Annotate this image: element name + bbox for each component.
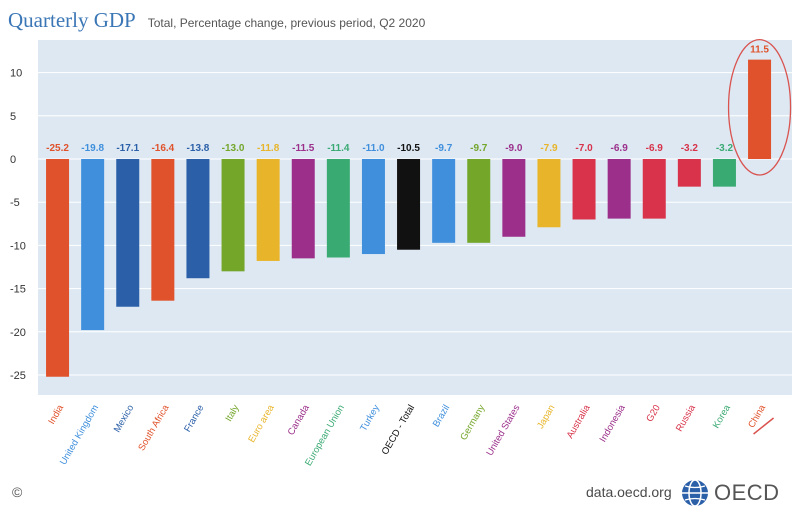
bar[interactable] bbox=[467, 159, 491, 243]
category-label: Turkey bbox=[358, 403, 382, 434]
bar[interactable] bbox=[748, 59, 772, 159]
category-label: United States bbox=[484, 403, 522, 458]
category-label: Korea bbox=[711, 402, 734, 430]
bar-value-label: -9.7 bbox=[435, 143, 453, 154]
bar[interactable] bbox=[151, 159, 175, 301]
bar[interactable] bbox=[502, 159, 526, 237]
bar-value-label: -13.0 bbox=[222, 143, 245, 154]
y-tick-label: -15 bbox=[10, 284, 26, 296]
category-label: India bbox=[46, 402, 66, 426]
y-tick-label: 10 bbox=[10, 68, 22, 80]
category-label: Mexico bbox=[112, 403, 137, 435]
bar-value-label: -19.8 bbox=[81, 143, 104, 154]
bar[interactable] bbox=[256, 159, 280, 261]
bar-value-label: -10.5 bbox=[397, 143, 420, 154]
copyright-symbol: © bbox=[12, 484, 23, 500]
bar-value-label: -11.8 bbox=[257, 143, 280, 154]
category-label: Russia bbox=[674, 402, 698, 433]
bar-value-label: -25.2 bbox=[46, 143, 69, 154]
category-label: G20 bbox=[644, 403, 663, 424]
bar[interactable] bbox=[537, 159, 561, 228]
y-tick-label: -25 bbox=[10, 370, 26, 382]
category-label: Germany bbox=[458, 403, 487, 443]
bar[interactable] bbox=[607, 159, 631, 219]
bar-value-label: -13.8 bbox=[187, 143, 210, 154]
bar[interactable] bbox=[397, 159, 421, 250]
bar[interactable] bbox=[572, 159, 596, 220]
bar[interactable] bbox=[291, 159, 315, 259]
bar-value-label: -11.4 bbox=[327, 143, 350, 154]
bar-value-label: -3.2 bbox=[681, 143, 699, 154]
y-tick-label: 5 bbox=[10, 111, 16, 123]
category-label: United Kingdom bbox=[58, 403, 101, 467]
chart-subtitle: Total, Percentage change, previous perio… bbox=[147, 16, 426, 30]
bar[interactable] bbox=[677, 159, 701, 187]
y-tick-label: 0 bbox=[10, 154, 16, 166]
bar-value-label: -6.9 bbox=[646, 143, 664, 154]
category-label: OECD - Total bbox=[380, 403, 417, 457]
category-label: Indonesia bbox=[598, 402, 628, 444]
bar[interactable] bbox=[46, 159, 70, 377]
bar[interactable] bbox=[116, 159, 140, 307]
chart-title: Quarterly GDP bbox=[8, 8, 136, 32]
category-label: China bbox=[746, 402, 768, 430]
bar[interactable] bbox=[186, 159, 210, 279]
bar-value-label: -3.2 bbox=[716, 143, 734, 154]
oecd-logo: OECD bbox=[680, 478, 780, 508]
bar-value-label: 11.5 bbox=[750, 45, 769, 56]
bar-value-label: -9.0 bbox=[505, 143, 523, 154]
category-label: Japan bbox=[535, 403, 557, 431]
bar[interactable] bbox=[221, 159, 245, 272]
category-label: Canada bbox=[286, 402, 313, 437]
bar-value-label: -11.5 bbox=[292, 143, 315, 154]
bar-value-label: -11.0 bbox=[362, 143, 385, 154]
category-label: Italy bbox=[223, 403, 241, 424]
source-link[interactable]: data.oecd.org bbox=[586, 484, 672, 500]
bar[interactable] bbox=[361, 159, 385, 255]
highlight-underline bbox=[753, 417, 775, 435]
bar[interactable] bbox=[81, 159, 105, 331]
category-label: South Africa bbox=[136, 402, 171, 452]
bar-value-label: -7.9 bbox=[540, 143, 558, 154]
bar-value-label: -6.9 bbox=[611, 143, 629, 154]
category-label: Euro area bbox=[246, 402, 277, 444]
bar[interactable] bbox=[712, 159, 736, 187]
bar[interactable] bbox=[642, 159, 666, 219]
category-label: Brazil bbox=[431, 403, 452, 429]
chart-header: Quarterly GDP Total, Percentage change, … bbox=[8, 8, 425, 36]
y-tick-label: -10 bbox=[10, 240, 26, 252]
y-tick-label: -5 bbox=[10, 197, 20, 209]
globe-icon bbox=[682, 479, 708, 507]
category-label: Australia bbox=[565, 402, 593, 440]
bar[interactable] bbox=[432, 159, 456, 243]
bar-value-label: -9.7 bbox=[470, 143, 488, 154]
oecd-wordmark: OECD bbox=[714, 480, 780, 505]
category-label: France bbox=[182, 403, 206, 434]
category-label: European Union bbox=[303, 403, 347, 468]
bar-value-label: -17.1 bbox=[116, 143, 139, 154]
bar-value-label: -7.0 bbox=[575, 143, 593, 154]
bar-value-label: -16.4 bbox=[151, 143, 174, 154]
bar[interactable] bbox=[326, 159, 350, 258]
highlight-ellipse bbox=[727, 38, 792, 176]
y-tick-label: -20 bbox=[10, 327, 26, 339]
